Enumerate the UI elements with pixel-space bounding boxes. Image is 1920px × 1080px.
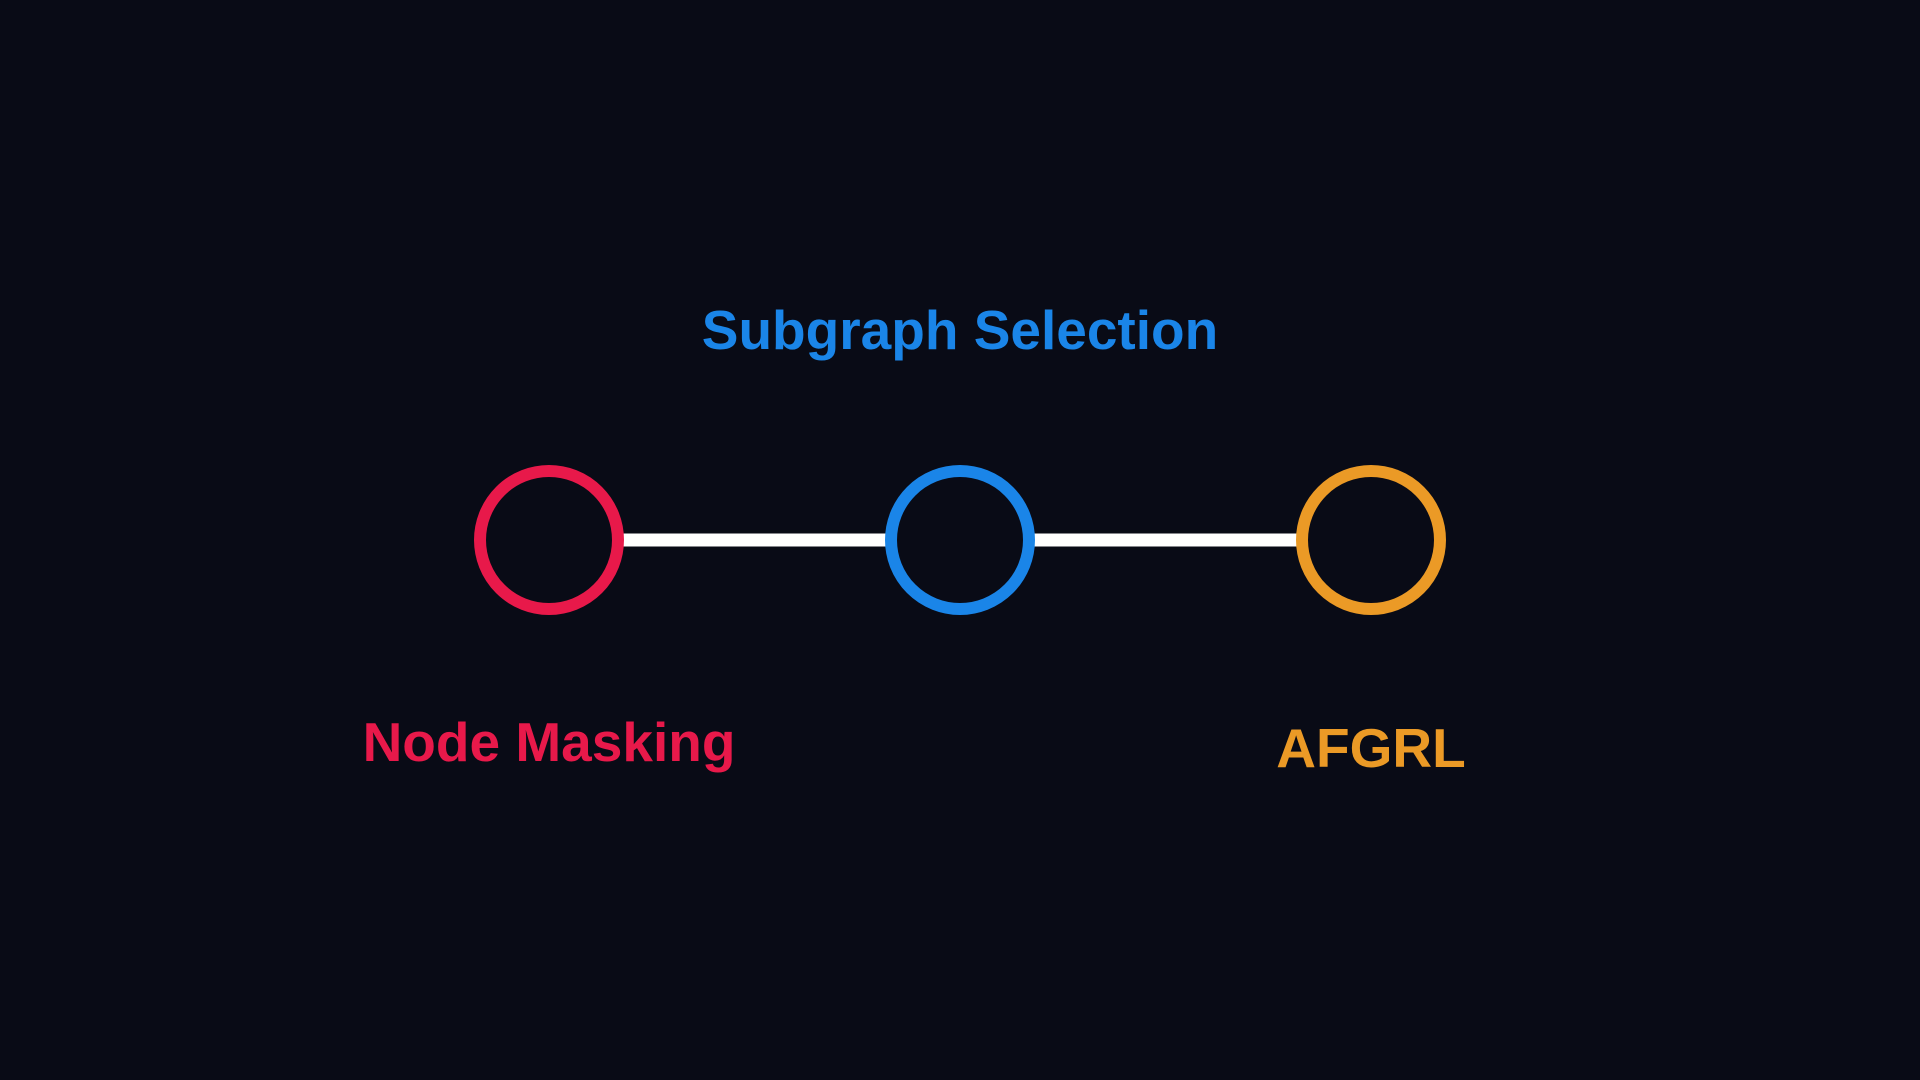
- node-right-circle: [1296, 465, 1446, 615]
- node-center-circle: [885, 465, 1035, 615]
- label-subgraph-selection: Subgraph Selection: [701, 299, 1219, 361]
- label-node-masking: Node Masking: [362, 711, 736, 773]
- node-left-circle: [474, 465, 624, 615]
- label-afgrl: AFGRL: [1276, 717, 1466, 779]
